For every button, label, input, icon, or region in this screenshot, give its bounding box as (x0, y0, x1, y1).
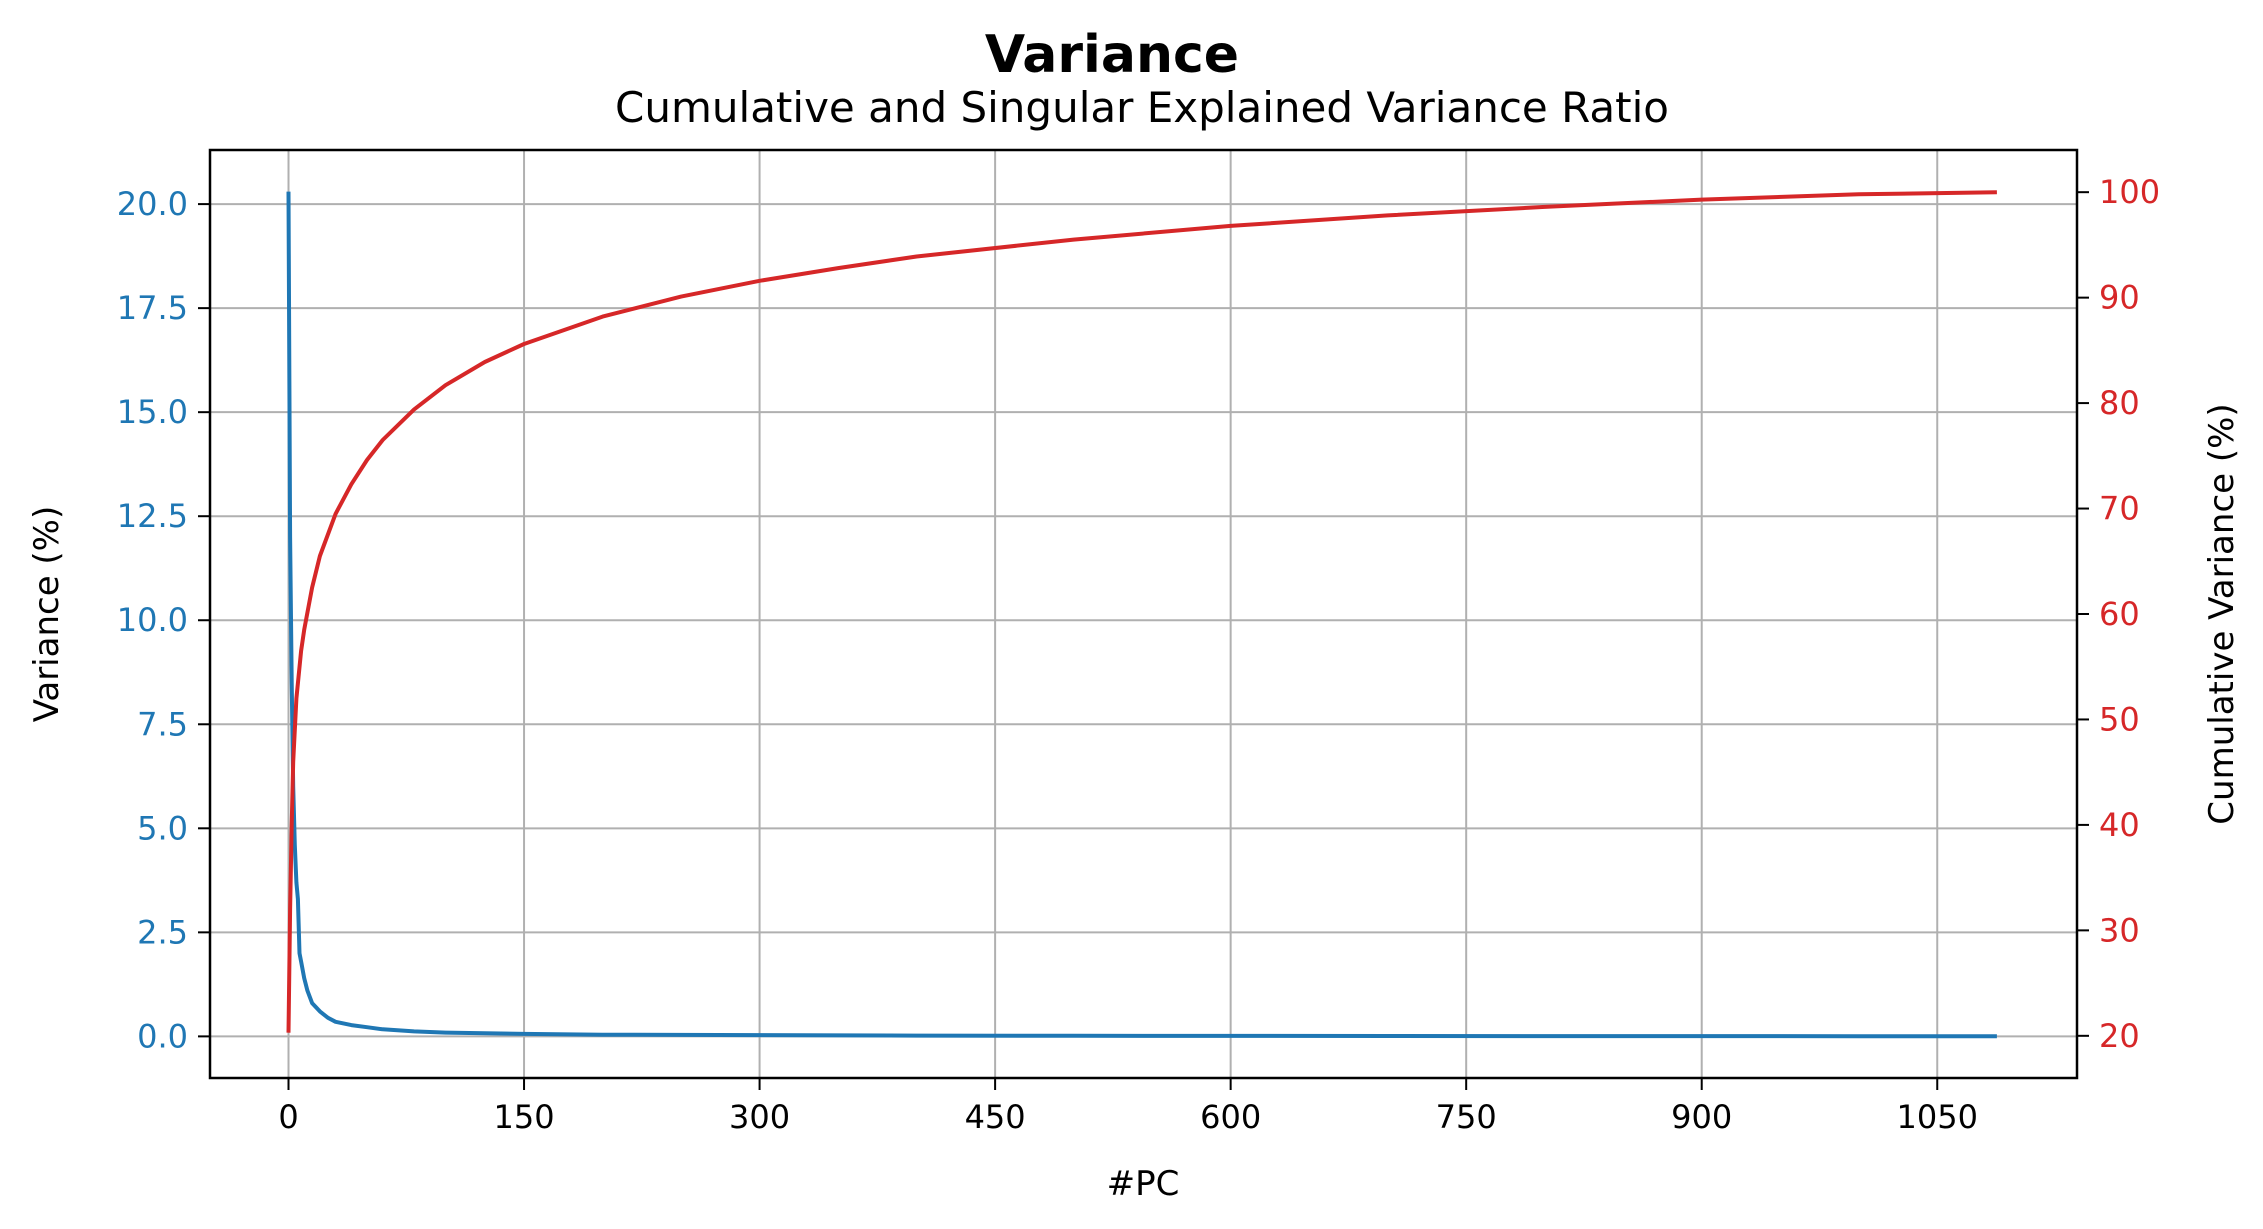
y-left-tick-label: 2.5 (137, 913, 188, 951)
x-axis-label: #PC (1107, 1164, 1180, 1204)
x-tick-label: 750 (1436, 1098, 1497, 1136)
series-layer (286, 190, 1997, 1039)
grid-lines (210, 150, 2077, 1078)
x-tick-label: 0 (278, 1098, 298, 1136)
y-left-tick-label: 17.5 (117, 289, 188, 327)
y-right-tick-label: 70 (2099, 490, 2140, 528)
y-right-axis-label: Cumulative Variance (%) (2202, 403, 2242, 824)
x-tick-label: 450 (965, 1098, 1026, 1136)
cumulative-variance-line (286, 190, 1997, 1033)
y-left-tick-label: 12.5 (117, 497, 188, 535)
y-right-tick-label: 40 (2099, 806, 2140, 844)
y-right-tick-label: 100 (2099, 173, 2160, 211)
y-left-tick-label: 0.0 (137, 1017, 188, 1055)
y-right-tick-label: 20 (2099, 1017, 2140, 1055)
x-axis-ticks: 0 150 300 450 600 750 900 1050 (278, 1078, 1978, 1136)
y-right-axis-ticks: 20 30 40 50 60 70 80 90 100 (2077, 173, 2160, 1055)
y-left-axis-label: Variance (%) (27, 506, 67, 723)
y-left-tick-label: 15.0 (117, 393, 188, 431)
y-left-tick-label: 20.0 (117, 185, 188, 223)
variance-line (286, 191, 1997, 1039)
y-right-tick-label: 50 (2099, 700, 2140, 738)
chart-title: Variance (985, 25, 1239, 85)
x-tick-label: 300 (729, 1098, 790, 1136)
x-tick-label: 1050 (1897, 1098, 1978, 1136)
x-tick-label: 150 (494, 1098, 555, 1136)
y-left-tick-label: 10.0 (117, 601, 188, 639)
x-tick-label: 600 (1200, 1098, 1261, 1136)
y-right-tick-label: 80 (2099, 384, 2140, 422)
x-tick-label: 900 (1671, 1098, 1732, 1136)
y-right-tick-label: 60 (2099, 595, 2140, 633)
y-left-tick-label: 7.5 (137, 705, 188, 743)
y-right-tick-label: 30 (2099, 911, 2140, 949)
y-left-tick-label: 5.0 (137, 809, 188, 847)
y-right-tick-label: 90 (2099, 279, 2140, 317)
y-left-axis-ticks: 0.0 2.5 5.0 7.5 10.0 12.5 15.0 17.5 20.0 (117, 185, 210, 1055)
chart-subtitle: Cumulative and Singular Explained Varian… (615, 83, 1669, 132)
